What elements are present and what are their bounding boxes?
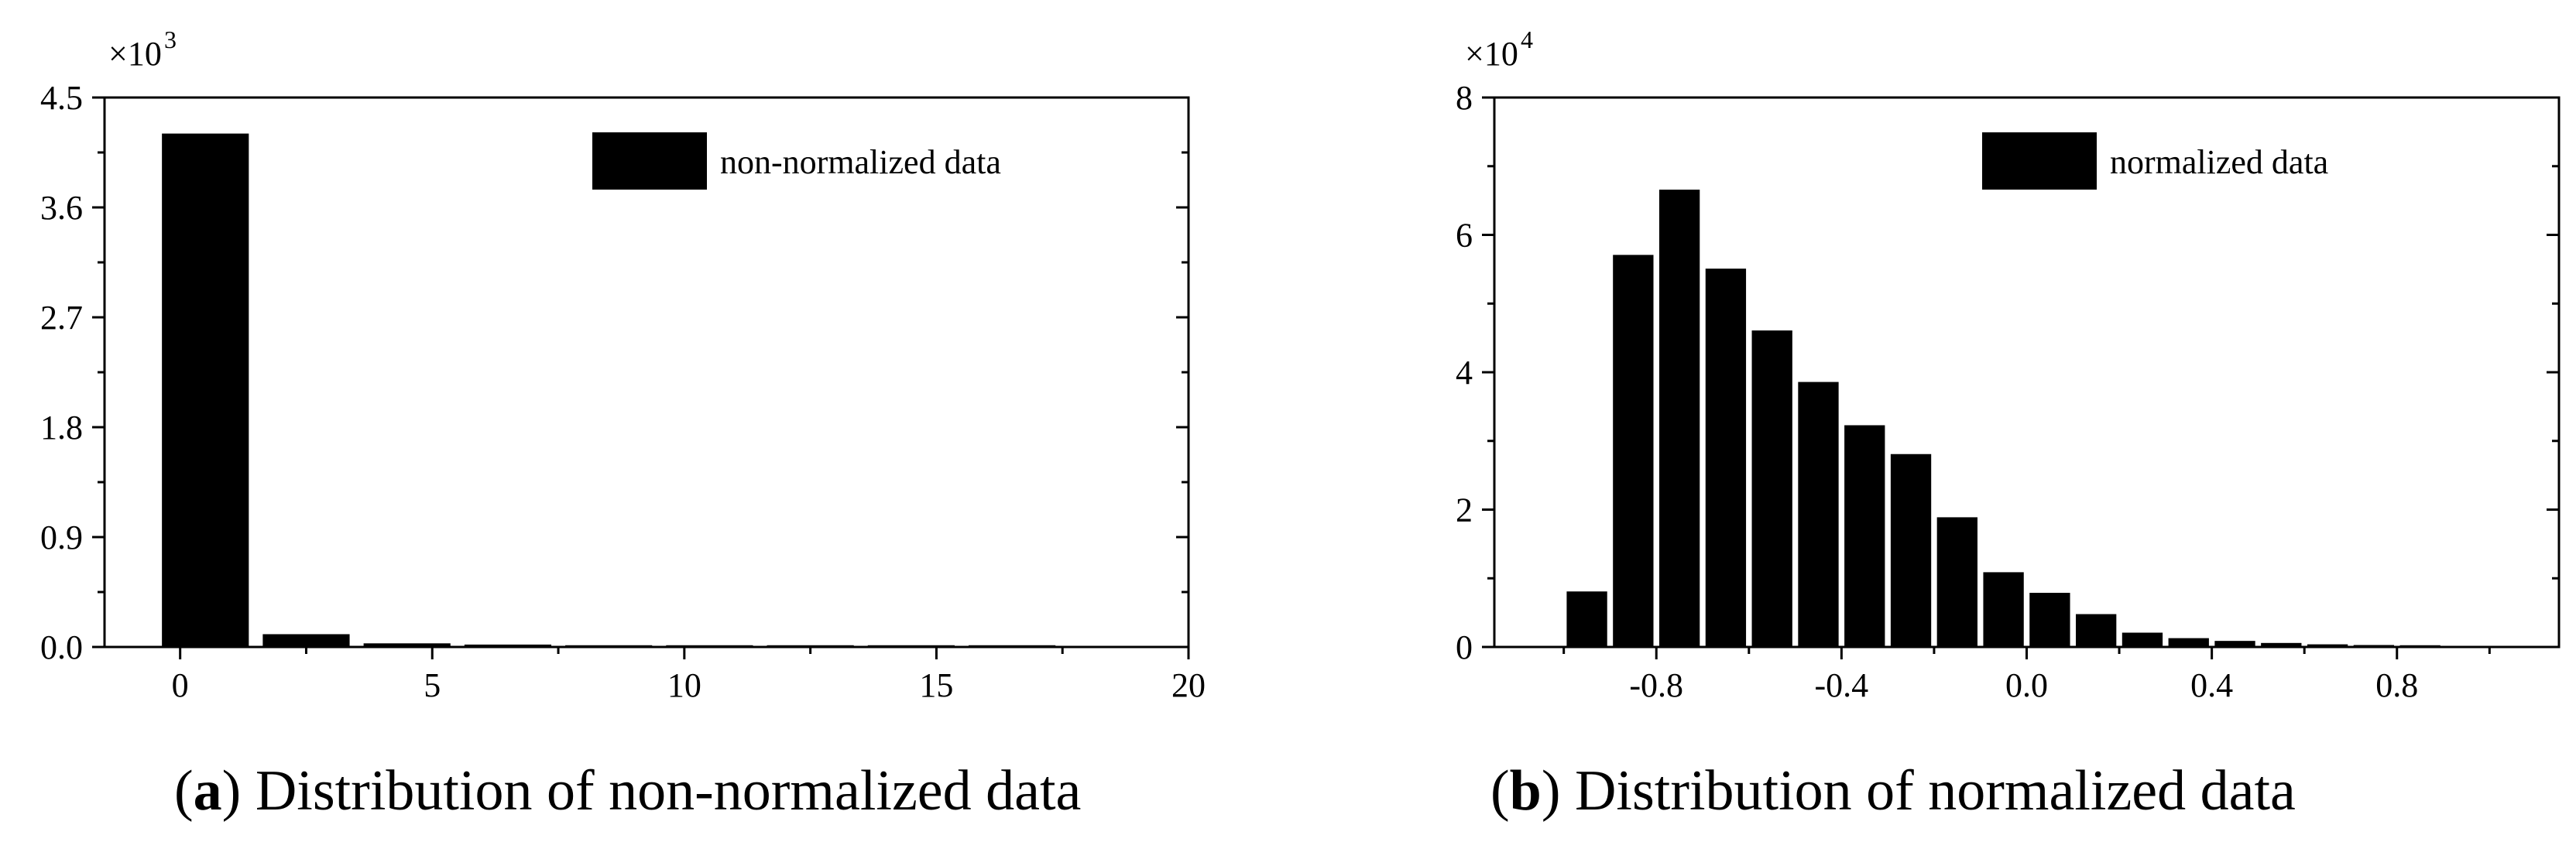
chart-b-y-tick-label: 0 <box>1456 628 1473 666</box>
chart-b-legend: normalized data <box>1982 132 2328 190</box>
chart-b-bar <box>1983 572 2024 648</box>
chart-b-bar <box>2122 632 2163 648</box>
chart-a-bar <box>162 133 249 648</box>
chart-b-x-tick-label: 0.8 <box>2375 666 2418 704</box>
chart-b-bar <box>1566 591 1607 648</box>
chart-b-caption-close: ) <box>1542 759 1561 823</box>
chart-b-legend-label: normalized data <box>2110 143 2328 181</box>
chart-a-caption: (a) Distribution of non-normalized data <box>174 759 1081 823</box>
chart-a-tick-labels: 0 5 10 15 20 0.0 0.9 1.8 2.7 3.6 4.5 <box>40 79 1206 704</box>
chart-b-bar <box>1613 255 1654 648</box>
chart-a: 0 5 10 15 20 0.0 0.9 1.8 2.7 3.6 4.5 ×10 3 non-nor… <box>40 26 1206 823</box>
chart-b-legend-swatch <box>1982 132 2097 190</box>
chart-b-bar <box>2168 638 2209 648</box>
chart-a-ticks <box>92 96 1190 659</box>
chart-a-bars <box>162 133 1056 648</box>
chart-b-x-tick-label: 0.4 <box>2190 666 2233 704</box>
chart-a-caption-open: ( <box>174 759 194 823</box>
chart-b-x-tick-label: -0.4 <box>1815 666 1869 704</box>
chart-b-bar <box>1844 425 1885 648</box>
chart-a-y-tick-label: 4.5 <box>40 79 83 117</box>
chart-b-bar <box>1936 517 1977 648</box>
chart-a-y-tick-label: 3.6 <box>40 189 83 227</box>
chart-a-multiplier-exponent: 3 <box>164 26 177 53</box>
chart-b-caption-open: ( <box>1490 759 1510 823</box>
chart-a-multiplier-base: ×10 <box>108 35 162 73</box>
chart-a-legend-label: non-normalized data <box>720 143 1001 181</box>
chart-b-y-tick-label: 2 <box>1456 491 1473 529</box>
chart-a-caption-letter: a <box>194 759 222 823</box>
chart-a-x-tick-label: 5 <box>424 666 441 704</box>
chart-b-multiplier-base: ×10 <box>1465 35 1518 73</box>
chart-a-y-tick-label: 0.0 <box>40 628 83 666</box>
chart-b-y-tick-label: 6 <box>1456 217 1473 255</box>
chart-a-legend-swatch <box>592 132 707 190</box>
chart-a-y-multiplier: ×10 3 <box>108 26 177 73</box>
chart-b-caption-letter: b <box>1510 759 1542 823</box>
chart-b-bar <box>1658 190 1700 648</box>
chart-a-caption-text: Distribution of non-normalized data <box>256 759 1082 823</box>
chart-b: -0.8 -0.4 0.0 0.4 0.8 0 2 4 6 8 ×10 4 normalized … <box>1456 26 2561 823</box>
chart-b-caption: (b) Distribution of normalized data <box>1490 759 2296 823</box>
chart-b-x-tick-label: -0.8 <box>1629 666 1683 704</box>
chart-a-y-tick-label: 2.7 <box>40 299 83 337</box>
chart-a-bar <box>262 634 350 648</box>
chart-a-y-tick-label: 0.9 <box>40 519 83 556</box>
chart-b-ticks <box>1482 96 2559 659</box>
chart-b-x-tick-label: 0.0 <box>2005 666 2048 704</box>
chart-b-bar <box>1798 382 1839 648</box>
chart-a-x-tick-label: 15 <box>919 666 953 704</box>
chart-a-x-tick-label: 20 <box>1171 666 1206 704</box>
chart-b-caption-text: Distribution of normalized data <box>1575 759 2296 823</box>
chart-b-y-tick-label: 8 <box>1456 79 1473 117</box>
chart-b-bar <box>2029 593 2070 648</box>
chart-a-x-tick-label: 10 <box>667 666 701 704</box>
chart-b-bar <box>2076 614 2117 648</box>
chart-b-multiplier-exponent: 4 <box>1521 26 1533 53</box>
chart-b-bar <box>1890 454 1932 648</box>
chart-b-bar <box>1705 269 1747 648</box>
chart-a-legend: non-normalized data <box>592 132 1001 190</box>
chart-a-caption-close: ) <box>222 759 242 823</box>
chart-b-y-tick-label: 4 <box>1456 354 1473 392</box>
chart-b-y-multiplier: ×10 4 <box>1465 26 1533 73</box>
chart-a-y-tick-label: 1.8 <box>40 409 83 447</box>
chart-a-x-tick-label: 0 <box>172 666 189 704</box>
chart-b-tick-labels: -0.8 -0.4 0.0 0.4 0.8 0 2 4 6 8 <box>1456 79 2418 704</box>
chart-b-bar <box>1751 330 1792 648</box>
chart-b-bars <box>1566 190 2441 648</box>
